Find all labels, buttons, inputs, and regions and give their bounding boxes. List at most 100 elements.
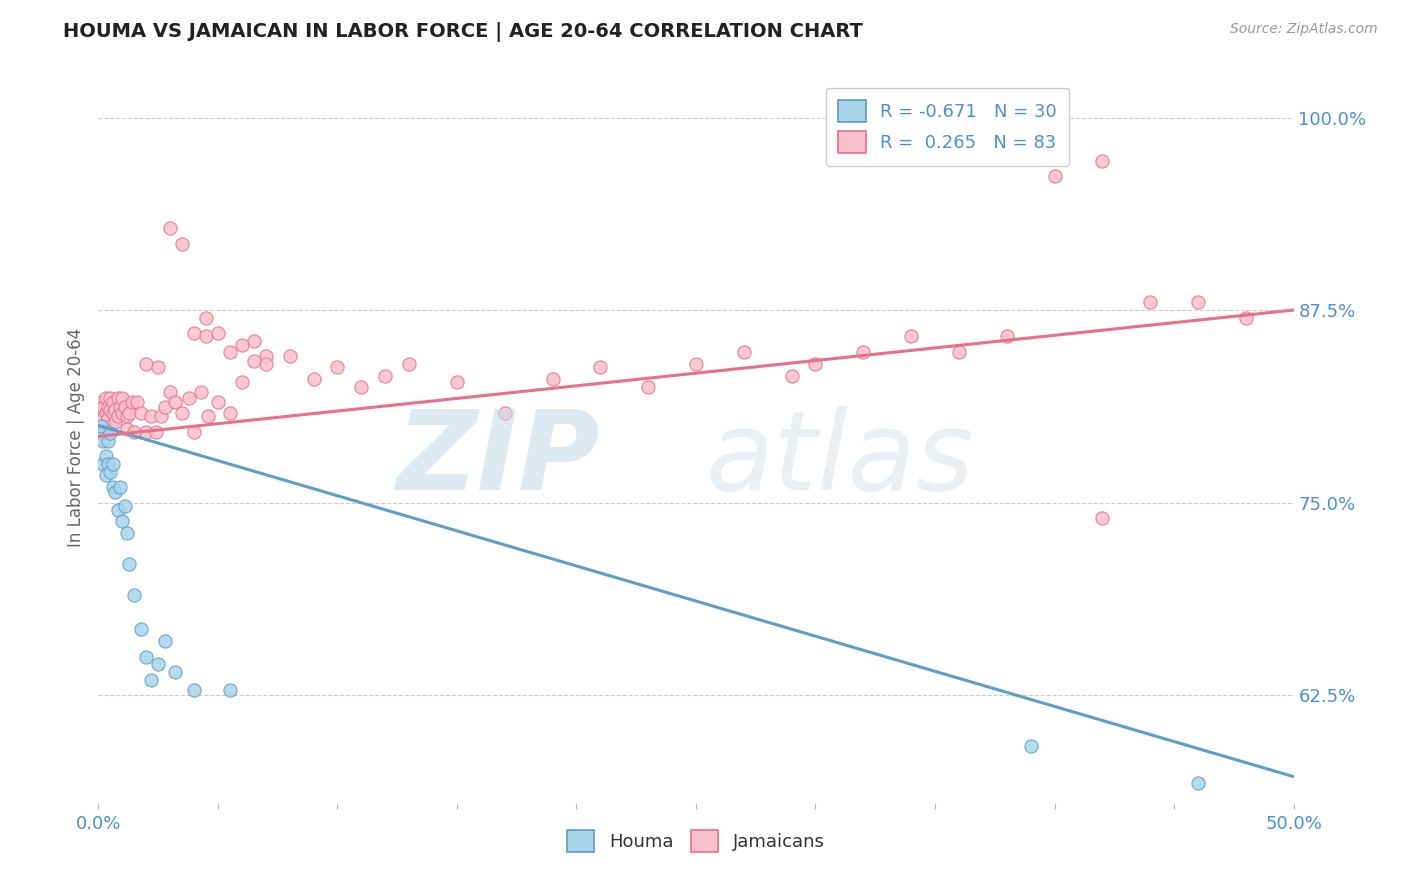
Point bbox=[219, 683, 242, 698]
Text: ZIP: ZIP bbox=[396, 406, 600, 513]
Point bbox=[135, 425, 157, 439]
Text: Source: ZipAtlas.com: Source: ZipAtlas.com bbox=[1230, 22, 1378, 37]
Point bbox=[326, 359, 349, 374]
Point bbox=[101, 406, 124, 420]
Point bbox=[159, 221, 181, 235]
Point bbox=[172, 406, 194, 420]
Point bbox=[107, 409, 129, 424]
Point bbox=[900, 329, 922, 343]
Point bbox=[115, 422, 138, 436]
Point bbox=[155, 400, 177, 414]
Point bbox=[98, 465, 122, 479]
Point bbox=[183, 683, 205, 698]
Point bbox=[97, 434, 120, 448]
Point bbox=[637, 380, 659, 394]
Point bbox=[197, 409, 219, 424]
Point bbox=[190, 384, 212, 399]
Point bbox=[780, 369, 803, 384]
Point bbox=[148, 657, 170, 672]
Point bbox=[995, 329, 1018, 343]
Point bbox=[145, 425, 167, 439]
Point bbox=[101, 457, 124, 471]
Point bbox=[98, 418, 122, 433]
Point bbox=[90, 395, 112, 409]
Point bbox=[589, 359, 612, 374]
Point bbox=[219, 406, 242, 420]
Point bbox=[101, 395, 124, 409]
Point bbox=[107, 391, 129, 405]
Point bbox=[90, 426, 112, 441]
Point bbox=[1043, 169, 1066, 183]
Point bbox=[1187, 295, 1209, 310]
Point bbox=[139, 409, 162, 424]
Point bbox=[1091, 153, 1114, 168]
Point bbox=[104, 416, 127, 430]
Point bbox=[948, 344, 970, 359]
Point bbox=[139, 673, 162, 687]
Point bbox=[121, 395, 143, 409]
Point bbox=[1091, 511, 1114, 525]
Point bbox=[163, 395, 186, 409]
Point bbox=[1234, 310, 1257, 325]
Point bbox=[231, 376, 253, 390]
Point bbox=[195, 329, 218, 343]
Point bbox=[111, 514, 134, 528]
Legend: Houma, Jamaicans: Houma, Jamaicans bbox=[560, 823, 832, 860]
Point bbox=[155, 634, 177, 648]
Point bbox=[90, 418, 112, 433]
Point bbox=[398, 357, 420, 371]
Point bbox=[804, 357, 827, 371]
Point bbox=[183, 326, 205, 340]
Point bbox=[446, 376, 468, 390]
Text: atlas: atlas bbox=[704, 406, 974, 513]
Point bbox=[97, 400, 120, 414]
Point bbox=[243, 334, 266, 348]
Point bbox=[124, 588, 146, 602]
Point bbox=[97, 457, 120, 471]
Point bbox=[98, 391, 122, 405]
Point bbox=[91, 434, 114, 448]
Point bbox=[114, 400, 136, 414]
Point bbox=[108, 480, 131, 494]
Point bbox=[98, 426, 122, 441]
Point bbox=[852, 344, 875, 359]
Point bbox=[115, 526, 138, 541]
Point bbox=[131, 622, 153, 636]
Point bbox=[350, 380, 373, 394]
Point bbox=[94, 391, 117, 405]
Point bbox=[159, 384, 181, 399]
Point bbox=[219, 344, 242, 359]
Point bbox=[111, 391, 134, 405]
Point bbox=[494, 406, 516, 420]
Point bbox=[91, 410, 114, 425]
Point bbox=[124, 425, 146, 439]
Point bbox=[90, 418, 112, 433]
Point bbox=[1019, 739, 1042, 753]
Point bbox=[278, 349, 301, 363]
Point bbox=[104, 484, 127, 499]
Point bbox=[97, 410, 120, 425]
Point bbox=[94, 450, 117, 464]
Point bbox=[111, 406, 134, 420]
Point bbox=[108, 400, 131, 414]
Point bbox=[91, 400, 114, 414]
Point bbox=[118, 557, 141, 571]
Point bbox=[90, 403, 112, 417]
Point bbox=[101, 480, 124, 494]
Point bbox=[207, 395, 229, 409]
Point bbox=[374, 369, 396, 384]
Point bbox=[125, 395, 148, 409]
Point bbox=[1139, 295, 1161, 310]
Point bbox=[231, 338, 253, 352]
Point bbox=[163, 665, 186, 679]
Point bbox=[195, 310, 218, 325]
Point bbox=[733, 344, 755, 359]
Point bbox=[104, 403, 127, 417]
Point bbox=[148, 359, 170, 374]
Point bbox=[135, 649, 157, 664]
Y-axis label: In Labor Force | Age 20-64: In Labor Force | Age 20-64 bbox=[66, 327, 84, 547]
Point bbox=[115, 409, 138, 424]
Point bbox=[1187, 776, 1209, 790]
Point bbox=[183, 425, 205, 439]
Point bbox=[179, 391, 201, 405]
